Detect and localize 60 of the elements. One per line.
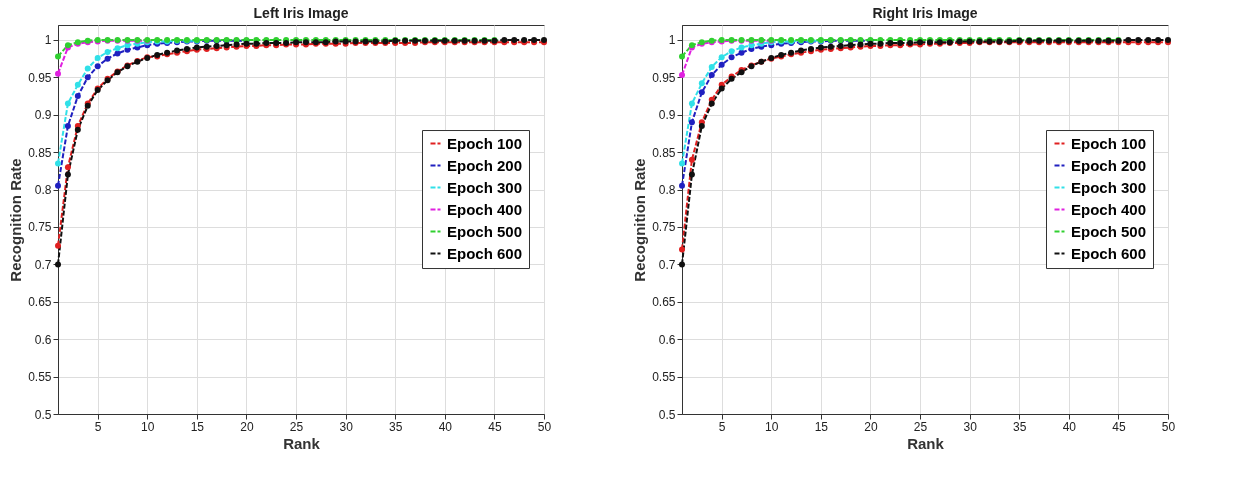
legend-label: Epoch 600 xyxy=(447,244,523,262)
legend-label: Epoch 200 xyxy=(447,156,523,174)
x-tick-label: 40 xyxy=(1062,419,1077,434)
x-tick-label: 35 xyxy=(1013,419,1027,434)
legend-label: Epoch 100 xyxy=(1071,134,1147,152)
x-tick-label: 50 xyxy=(1161,419,1176,434)
y-tick-label: 1 xyxy=(668,33,676,48)
y-tick-label: 0.55 xyxy=(28,370,52,385)
x-axis-title: Rank xyxy=(907,434,945,452)
legend-label: Epoch 100 xyxy=(447,134,523,152)
legend-label: Epoch 300 xyxy=(1071,178,1147,196)
x-tick-label: 5 xyxy=(718,419,726,434)
y-tick-label: 0.65 xyxy=(652,295,676,310)
x-tick-label: 5 xyxy=(94,419,102,434)
x-tick-label: 20 xyxy=(864,419,878,434)
x-tick-label: 15 xyxy=(814,419,829,434)
y-tick-label: 0.7 xyxy=(34,257,52,272)
y-axis-title: Recognition Rate xyxy=(7,158,25,282)
legend-label: Epoch 200 xyxy=(1071,156,1147,174)
x-tick-label: 45 xyxy=(488,419,502,434)
y-tick-label: 0.95 xyxy=(28,70,52,85)
x-tick-label: 50 xyxy=(537,419,552,434)
x-tick-label: 10 xyxy=(141,419,155,434)
legend-label: Epoch 500 xyxy=(1071,222,1147,240)
x-tick-label: 35 xyxy=(389,419,403,434)
y-tick-label: 0.8 xyxy=(34,183,52,198)
y-tick-label: 0.65 xyxy=(28,295,52,310)
y-tick-label: 0.85 xyxy=(652,145,676,160)
legend-label: Epoch 500 xyxy=(447,222,523,240)
y-tick-label: 0.75 xyxy=(28,220,52,235)
x-tick-label: 20 xyxy=(240,419,254,434)
chart-title: Right Iris Image xyxy=(872,5,978,21)
x-tick-label: 25 xyxy=(289,419,304,434)
y-tick-label: 0.7 xyxy=(658,257,676,272)
legend-label: Epoch 600 xyxy=(1071,244,1147,262)
x-tick-label: 45 xyxy=(1112,419,1126,434)
y-tick-label: 0.75 xyxy=(652,220,676,235)
legend-label: Epoch 300 xyxy=(447,178,523,196)
y-tick-label: 0.8 xyxy=(658,183,676,198)
y-tick-label: 0.85 xyxy=(28,145,52,160)
x-tick-label: 10 xyxy=(765,419,779,434)
y-tick-label: 0.5 xyxy=(34,407,52,422)
y-axis-title: Recognition Rate xyxy=(631,158,649,282)
y-tick-label: 0.6 xyxy=(34,332,52,347)
x-tick-label: 30 xyxy=(963,419,978,434)
x-tick-label: 30 xyxy=(339,419,354,434)
y-tick-label: 0.5 xyxy=(658,407,676,422)
y-tick-label: 0.6 xyxy=(658,332,676,347)
y-tick-label: 0.9 xyxy=(34,108,52,123)
y-tick-label: 1 xyxy=(44,33,52,48)
legend-label: Epoch 400 xyxy=(1071,200,1147,218)
x-tick-label: 15 xyxy=(190,419,205,434)
x-axis-title: Rank xyxy=(283,434,321,452)
y-tick-label: 0.9 xyxy=(658,108,676,123)
legend-label: Epoch 400 xyxy=(447,200,523,218)
x-tick-label: 25 xyxy=(913,419,928,434)
chart-title: Left Iris Image xyxy=(253,5,349,21)
y-tick-label: 0.95 xyxy=(652,70,676,85)
x-tick-label: 40 xyxy=(438,419,453,434)
y-tick-label: 0.55 xyxy=(652,370,676,385)
